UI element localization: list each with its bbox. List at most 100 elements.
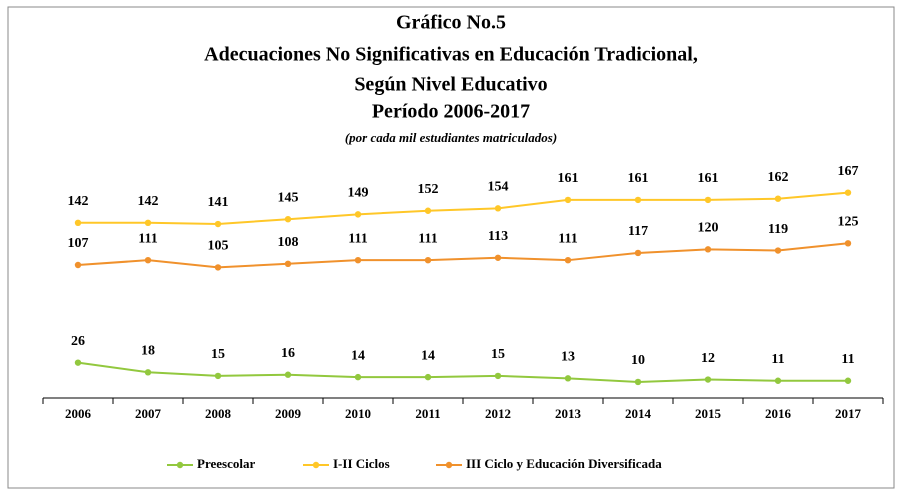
data-label: 10 [631, 353, 645, 368]
point [424, 256, 432, 264]
data-label: 15 [211, 347, 225, 362]
chart-title: Gráfico No.5 [396, 12, 506, 34]
data-label: 149 [348, 186, 369, 201]
data-label: 161 [628, 171, 649, 186]
x-tick-label: 2011 [415, 406, 440, 421]
point [354, 373, 362, 381]
data-label: 113 [488, 229, 508, 244]
point [74, 219, 82, 227]
data-label: 14 [351, 348, 365, 363]
data-label: 161 [558, 171, 579, 186]
series-line [77, 242, 849, 269]
point [214, 372, 222, 380]
chart-title: Adecuaciones No Significativas en Educac… [204, 44, 698, 66]
point [494, 205, 502, 212]
legend-marker [176, 461, 184, 469]
data-label: 14 [421, 348, 435, 363]
point [424, 207, 432, 214]
series-line [77, 361, 848, 383]
point [634, 249, 642, 257]
legend-label: III Ciclo y Educación Diversificada [466, 456, 662, 471]
x-tick-label: 2016 [765, 406, 792, 421]
data-label: 162 [768, 170, 789, 185]
x-tick-label: 2014 [625, 406, 652, 421]
data-label: 145 [278, 190, 299, 205]
x-tick-label: 2006 [65, 406, 92, 421]
x-tick-label: 2015 [695, 406, 722, 421]
chart-frame [7, 6, 895, 489]
data-label: 154 [488, 180, 509, 195]
point [564, 256, 572, 264]
data-label: 142 [68, 194, 89, 209]
data-label: 111 [348, 231, 367, 246]
data-label: 119 [768, 222, 788, 237]
point [424, 373, 432, 381]
data-label: 11 [771, 352, 784, 367]
x-tick-label: 2008 [205, 406, 232, 421]
point [144, 256, 152, 264]
point [74, 261, 82, 269]
x-tick-label: 2013 [555, 406, 582, 421]
data-label: 111 [418, 231, 437, 246]
point [844, 240, 852, 247]
legend-label: I-II Ciclos [333, 456, 390, 471]
data-label: 152 [418, 182, 439, 197]
chart-title: Período 2006-2017 [372, 101, 530, 123]
point [704, 246, 712, 253]
data-label: 142 [138, 194, 159, 209]
data-label: 13 [561, 350, 575, 365]
point [144, 369, 152, 376]
point [74, 359, 82, 366]
point [214, 220, 222, 228]
data-label: 18 [141, 344, 155, 359]
point [774, 195, 782, 202]
data-label: 16 [281, 346, 295, 361]
x-tick-label: 2010 [345, 406, 371, 421]
data-label: 167 [838, 164, 859, 179]
legend-marker [445, 461, 453, 469]
x-tick-label: 2009 [275, 406, 302, 421]
legend-marker [312, 461, 320, 469]
point [564, 375, 572, 382]
data-label: 161 [698, 171, 719, 186]
x-tick-label: 2012 [485, 406, 511, 421]
data-label: 108 [278, 235, 299, 250]
data-label: 107 [68, 236, 89, 251]
point [634, 378, 642, 386]
point [844, 189, 852, 196]
point [704, 376, 712, 383]
data-label: 15 [491, 347, 505, 362]
point [774, 247, 782, 254]
data-label: 111 [138, 231, 157, 246]
legend-label: Preescolar [197, 456, 255, 471]
data-label: 12 [701, 351, 715, 366]
point [634, 196, 642, 204]
point [214, 264, 222, 271]
point [144, 219, 152, 227]
series-line [78, 191, 849, 226]
data-label: 105 [208, 239, 229, 254]
data-label: 111 [558, 231, 577, 246]
data-label: 11 [841, 352, 854, 367]
x-tick-label: 2017 [835, 406, 862, 421]
point [284, 215, 292, 223]
point [844, 377, 852, 384]
point [354, 256, 362, 264]
point [354, 211, 362, 218]
x-tick-label: 2007 [135, 406, 162, 421]
data-label: 117 [628, 224, 648, 239]
point [494, 372, 502, 380]
chart-subtitle: (por cada mil estudiantes matriculados) [345, 130, 557, 145]
data-label: 125 [838, 215, 859, 230]
data-label: 120 [698, 221, 719, 236]
point [494, 254, 502, 261]
data-label: 26 [71, 334, 85, 349]
point [774, 377, 782, 384]
point [284, 260, 292, 267]
point [704, 196, 712, 204]
data-label: 141 [208, 195, 229, 210]
chart-title: Según Nivel Educativo [354, 74, 547, 96]
point [284, 371, 292, 378]
point [564, 196, 572, 204]
